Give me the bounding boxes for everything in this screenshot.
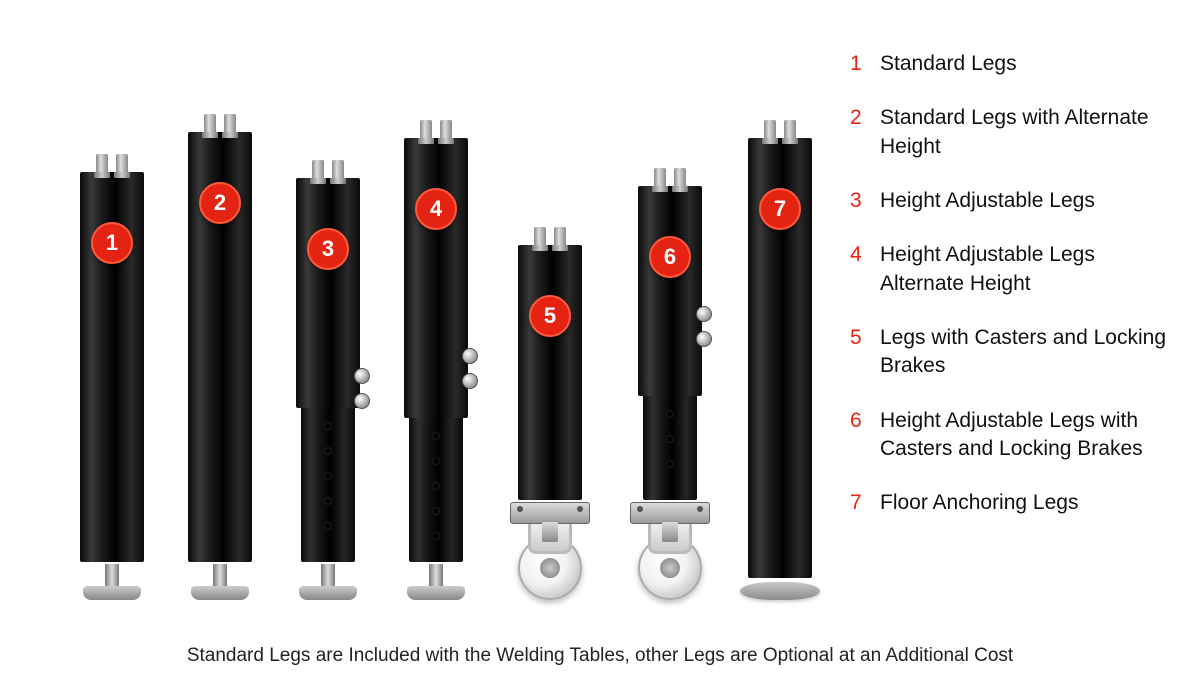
adjust-hole bbox=[432, 507, 440, 515]
leg-tube-upper: 6 bbox=[638, 186, 702, 396]
leg-bolts bbox=[420, 120, 452, 140]
adjust-knob bbox=[462, 373, 478, 389]
legend-label: Floor Anchoring Legs bbox=[880, 489, 1078, 517]
legend-label: Height Adjustable Legs with Casters and … bbox=[880, 407, 1180, 464]
leg-tube-upper: 5 bbox=[518, 245, 582, 500]
leg-bolts bbox=[204, 114, 236, 134]
leg-4: 4 bbox=[386, 120, 486, 600]
adjust-hole bbox=[432, 432, 440, 440]
legend-item-3: 3 Height Adjustable Legs bbox=[850, 187, 1180, 215]
legend-number: 2 bbox=[850, 104, 866, 132]
legend-item-1: 1 Standard Legs bbox=[850, 50, 1180, 78]
leg-bolts bbox=[654, 168, 686, 188]
leg-tube-upper: 4 bbox=[404, 138, 468, 418]
leg-tube-lower bbox=[409, 412, 463, 562]
leg-badge: 7 bbox=[759, 188, 801, 230]
adjust-hole bbox=[666, 460, 674, 468]
legend-item-6: 6 Height Adjustable Legs with Casters and… bbox=[850, 407, 1180, 464]
legend-label: Legs with Casters and Locking Brakes bbox=[880, 324, 1180, 381]
adjust-knob bbox=[696, 306, 712, 322]
anchor-foot bbox=[740, 582, 820, 600]
leg-tube-lower bbox=[301, 402, 355, 562]
legend-item-2: 2 Standard Legs with Alternate Height bbox=[850, 104, 1180, 161]
legend-label: Height Adjustable Legs Alternate Height bbox=[880, 241, 1180, 298]
leg-bolts bbox=[534, 227, 566, 247]
leg-badge: 4 bbox=[415, 188, 457, 230]
leg-badge: 3 bbox=[307, 228, 349, 270]
leg-bolts bbox=[96, 154, 128, 174]
adjust-knob bbox=[354, 393, 370, 409]
leg-tube-upper: 1 bbox=[80, 172, 144, 562]
adjust-hole bbox=[324, 447, 332, 455]
adjust-hole bbox=[432, 532, 440, 540]
adjust-hole bbox=[666, 435, 674, 443]
leg-tube-upper: 7 bbox=[748, 138, 812, 578]
leg-2: 2 bbox=[170, 114, 270, 600]
leg-badge: 1 bbox=[91, 222, 133, 264]
legend-number: 6 bbox=[850, 407, 866, 435]
leg-tube-upper: 2 bbox=[188, 132, 252, 562]
legend-label: Standard Legs with Alternate Height bbox=[880, 104, 1180, 161]
adjust-knob bbox=[462, 348, 478, 364]
legend-label: Standard Legs bbox=[880, 50, 1017, 78]
legs-stage: 1 2 3 4 5 6 7 bbox=[30, 40, 830, 600]
adjust-hole bbox=[324, 422, 332, 430]
adjust-hole bbox=[324, 497, 332, 505]
legend-number: 7 bbox=[850, 489, 866, 517]
leg-tube-lower bbox=[643, 390, 697, 500]
caster-wheel bbox=[630, 502, 710, 600]
adjust-hole bbox=[324, 522, 332, 530]
adjust-hole bbox=[666, 410, 674, 418]
footnote-text: Standard Legs are Included with the Weld… bbox=[0, 645, 1200, 667]
legend-item-5: 5 Legs with Casters and Locking Brakes bbox=[850, 324, 1180, 381]
leg-5: 5 bbox=[500, 227, 600, 600]
leg-3: 3 bbox=[278, 160, 378, 600]
legend-number: 5 bbox=[850, 324, 866, 352]
leg-tube-upper: 3 bbox=[296, 178, 360, 408]
adjust-hole bbox=[324, 472, 332, 480]
leg-bolts bbox=[312, 160, 344, 180]
leveling-foot bbox=[190, 564, 250, 600]
leveling-foot bbox=[82, 564, 142, 600]
leg-6: 6 bbox=[620, 168, 720, 600]
legend-item-4: 4 Height Adjustable Legs Alternate Height bbox=[850, 241, 1180, 298]
leveling-foot bbox=[406, 564, 466, 600]
caster-wheel bbox=[510, 502, 590, 600]
leg-badge: 5 bbox=[529, 295, 571, 337]
leg-7: 7 bbox=[730, 120, 830, 600]
legend-label: Height Adjustable Legs bbox=[880, 187, 1095, 215]
adjust-hole bbox=[432, 482, 440, 490]
leg-badge: 2 bbox=[199, 182, 241, 224]
legend-number: 4 bbox=[850, 241, 866, 269]
adjust-hole bbox=[432, 457, 440, 465]
leg-1: 1 bbox=[62, 154, 162, 600]
leveling-foot bbox=[298, 564, 358, 600]
legend-item-7: 7 Floor Anchoring Legs bbox=[850, 489, 1180, 517]
legend-list: 1 Standard Legs 2 Standard Legs with Altern… bbox=[850, 50, 1180, 544]
adjust-knob bbox=[696, 331, 712, 347]
legend-number: 1 bbox=[850, 50, 866, 78]
leg-bolts bbox=[764, 120, 796, 140]
legend-number: 3 bbox=[850, 187, 866, 215]
leg-badge: 6 bbox=[649, 236, 691, 278]
adjust-knob bbox=[354, 368, 370, 384]
